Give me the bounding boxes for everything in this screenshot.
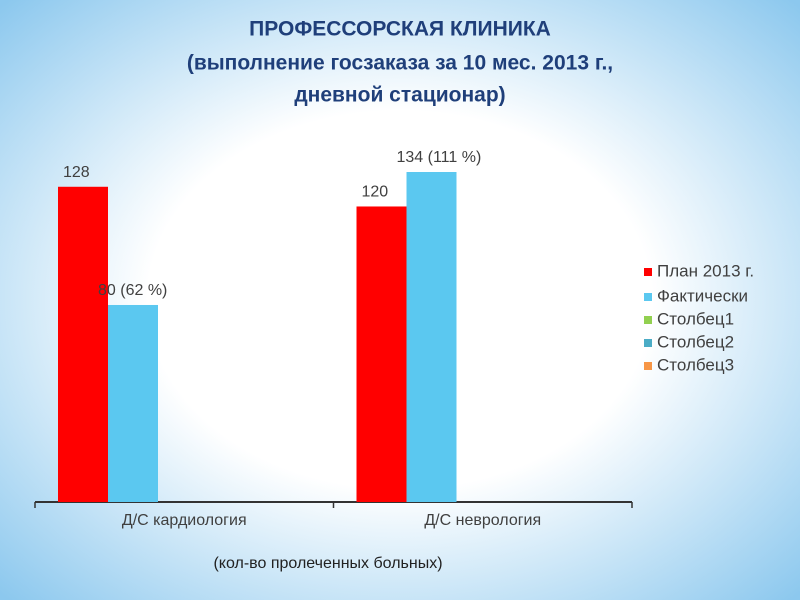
legend-swatch [644,339,652,347]
legend-swatch [644,268,652,276]
legend-label: Фактически [657,286,748,305]
x-tick-label: Д/С кардиология [122,512,247,529]
x-tick-label: Д/С неврология [424,512,541,529]
bar [406,172,457,502]
legend-label: Столбец3 [657,355,734,374]
data-label: 128 [63,164,90,181]
data-label: 134 (111 %) [397,149,482,166]
caption: (кол-во пролеченных больных) [213,555,442,572]
chart-title: (выполнение госзаказа за 10 мес. 2013 г.… [187,52,613,75]
legend-label: Столбец2 [657,332,734,351]
legend-swatch [644,293,652,301]
legend-swatch [644,316,652,324]
bar [356,206,407,503]
legend-label: План 2013 г. [657,261,754,280]
bar [108,304,158,502]
data-label: 80 (62 %) [98,282,167,299]
data-label: 120 [362,184,389,201]
bar [58,186,108,502]
legend-label: Столбец1 [657,309,734,328]
chart-title: дневной стационар) [294,84,505,107]
chart-title: ПРОФЕССОРСКАЯ КЛИНИКА [249,18,551,41]
legend-swatch [644,362,652,370]
